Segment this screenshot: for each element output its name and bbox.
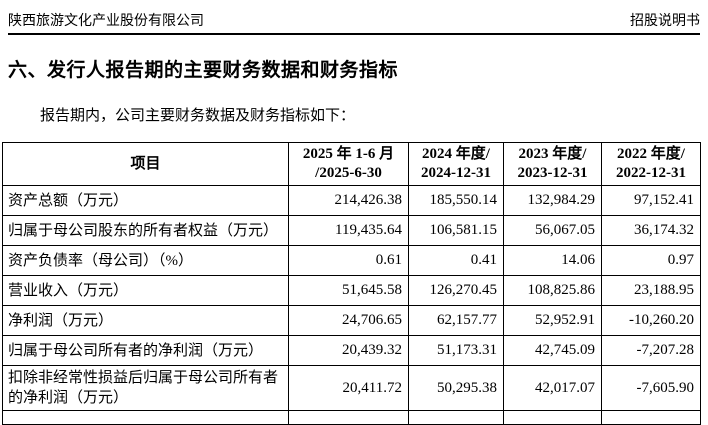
column-header-label: 2024 年度/ [422, 146, 490, 162]
table-row-parent-equity: 归属于母公司股东的所有者权益（万元） 119,435.64 106,581.15… [2, 215, 701, 246]
column-header-label: /2025-6-30 [315, 165, 382, 181]
value-cell: -7,605.90 [601, 365, 701, 411]
value-cell: 14.06 [503, 245, 602, 276]
value-cell: 36,174.32 [601, 215, 701, 246]
value-cell: 51,645.58 [288, 275, 409, 306]
value-cell: 50,295.38 [408, 365, 504, 411]
header-company-name: 陕西旅游文化产业股份有限公司 [8, 14, 204, 29]
item-cell: 归属于母公司股东的所有者权益（万元） [2, 215, 289, 246]
table-row-total-assets: 资产总额（万元） 214,426.38 185,550.14 132,984.2… [2, 185, 701, 216]
item-cell: 净利润（万元） [2, 305, 289, 336]
value-cell: 62,157.77 [408, 305, 504, 336]
header-doc-type: 招股说明书 [630, 14, 700, 29]
column-header-item: 项目 [2, 142, 289, 186]
intro-paragraph: 报告期内，公司主要财务数据及财务指标如下： [40, 108, 356, 124]
item-cell [2, 410, 289, 425]
table-row-parent-net-profit: 归属于母公司所有者的净利润（万元） 20,439.32 51,173.31 42… [2, 335, 701, 366]
column-header-label: 项目 [130, 155, 161, 172]
table-row-deducted-net-profit: 扣除非经常性损益后归属于母公司所有者的净利润（万元） 20,411.72 50,… [2, 365, 701, 411]
value-cell: 24,706.65 [288, 305, 409, 336]
item-cell: 营业收入（万元） [2, 275, 289, 306]
value-cell: 126,270.45 [408, 275, 504, 306]
column-header-label: 2025 年 1-6 月 [302, 146, 395, 162]
value-cell: 52,952.91 [503, 305, 602, 336]
value-cell: 42,745.09 [503, 335, 602, 366]
value-cell: -7,207.28 [601, 335, 701, 366]
column-header-label: 2022 年度/ [617, 146, 685, 162]
column-header-2024: 2024 年度/ 2024-12-31 [408, 142, 504, 186]
table-row-net-profit: 净利润（万元） 24,706.65 62,157.77 52,952.91 -1… [2, 305, 701, 336]
table-header-row: 项目 2025 年 1-6 月 /2025-6-30 2024 年度/ 2024… [2, 142, 701, 186]
column-header-2022: 2022 年度/ 2022-12-31 [601, 142, 701, 186]
table-row-partial-cutoff [2, 410, 701, 425]
value-cell: -10,260.20 [601, 305, 701, 336]
value-cell: 108,825.86 [503, 275, 602, 306]
column-header-label: 2022-12-31 [616, 165, 686, 181]
value-cell: 185,550.14 [408, 185, 504, 216]
column-header-2025h1: 2025 年 1-6 月 /2025-6-30 [288, 142, 409, 186]
value-cell [408, 410, 504, 425]
column-header-label: 2023-12-31 [517, 165, 588, 181]
value-cell: 20,439.32 [288, 335, 409, 366]
value-cell: 20,411.72 [288, 365, 409, 411]
value-cell: 0.97 [601, 245, 701, 276]
value-cell: 0.41 [408, 245, 504, 276]
column-header-label: 2023 年度/ [518, 146, 587, 162]
value-cell: 97,152.41 [601, 185, 701, 216]
table-row-debt-ratio: 资产负债率（母公司）（%） 0.61 0.41 14.06 0.97 [2, 245, 701, 276]
document-header: 陕西旅游文化产业股份有限公司 招股说明书 [8, 0, 700, 35]
value-cell: 0.61 [288, 245, 409, 276]
value-cell: 51,173.31 [408, 335, 504, 366]
table-row-revenue: 营业收入（万元） 51,645.58 126,270.45 108,825.86… [2, 275, 701, 306]
value-cell [503, 410, 602, 425]
value-cell: 214,426.38 [288, 185, 409, 216]
value-cell: 23,188.95 [601, 275, 701, 306]
value-cell: 106,581.15 [408, 215, 504, 246]
value-cell [288, 410, 409, 425]
value-cell: 42,017.07 [503, 365, 602, 411]
value-cell: 56,067.05 [503, 215, 602, 246]
item-cell: 资产负债率（母公司）（%） [2, 245, 289, 276]
section-title: 六、发行人报告期的主要财务数据和财务指标 [8, 60, 399, 81]
item-cell: 扣除非经常性损益后归属于母公司所有者的净利润（万元） [2, 365, 289, 411]
financial-data-table: 项目 2025 年 1-6 月 /2025-6-30 2024 年度/ 2024… [2, 142, 701, 425]
item-cell: 资产总额（万元） [2, 185, 289, 216]
value-cell: 119,435.64 [288, 215, 409, 246]
item-cell: 归属于母公司所有者的净利润（万元） [2, 335, 289, 366]
column-header-2023: 2023 年度/ 2023-12-31 [503, 142, 602, 186]
value-cell: 132,984.29 [503, 185, 602, 216]
column-header-label: 2024-12-31 [421, 165, 491, 181]
value-cell [601, 410, 701, 425]
